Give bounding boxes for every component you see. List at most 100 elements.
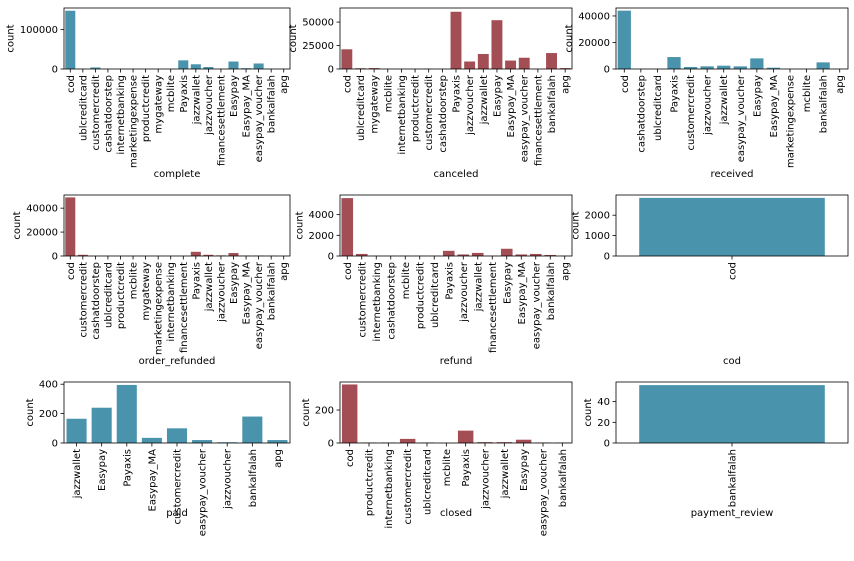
x-tick-label: apg [279,262,290,281]
x-tick-label: cashatdoorstep [636,75,647,153]
y-tick-label: 40 [597,397,610,408]
x-tick-label: internetbanking [166,262,177,342]
bar [639,385,825,443]
bar [505,61,516,69]
x-tick-label: customercredit [403,449,414,525]
x-tick-label: Easypay_MA [517,262,528,325]
x-tick-label: apg [279,75,290,94]
x-tick-label: productcredit [141,75,152,142]
x-tick-label: marketingexpense [786,75,797,168]
y-axis-label: count [583,398,594,426]
bar [92,408,112,443]
x-tick-label: bankalfalah [546,262,557,320]
x-tick-label: productcredit [116,262,127,329]
bar [519,58,530,69]
x-tick-label: ublcreditcard [356,75,367,141]
axes-frame [64,8,290,69]
x-tick-label: Easypay_MA [147,449,158,512]
x-tick-label: cashatdoorstep [438,75,449,153]
x-axis-label: canceled [434,169,479,180]
x-tick-label: easypay_voucher [254,74,265,162]
x-tick-label: jazzvoucher [223,448,234,510]
x-tick-label: jazzwallet [191,75,202,125]
x-tick-label: jazzvoucher [216,261,227,323]
x-tick-label: jazzwallet [473,262,484,312]
x-tick-label: Easypay [492,75,503,117]
x-tick-label: mcblite [129,262,140,299]
y-tick-label: 200 [39,409,58,420]
x-axis-label: order_refunded [139,356,216,367]
bar [67,419,87,443]
x-tick-label: marketingexpense [129,75,140,168]
x-tick-label: Easypay [229,262,240,304]
x-tick-label: marketingexpense [154,262,165,355]
x-tick-label: productcredit [411,75,422,142]
x-tick-label: cod [66,75,77,93]
y-tick-label: 20000 [26,228,58,239]
x-tick-label: jazzwallet [500,449,511,499]
x-tick-label: cod [345,449,356,467]
x-tick-label: cod [343,262,354,280]
bar [65,197,75,256]
y-tick-label: 100000 [20,25,58,36]
x-axis-label: paid [166,508,188,519]
bar [458,431,473,443]
y-tick-label: 1000 [585,231,610,242]
bar [516,440,531,443]
y-tick-label: 0 [604,252,610,263]
x-tick-label: financesettlement [488,262,499,353]
y-axis-label: count [25,398,36,426]
x-tick-label: Easypay [519,449,530,491]
bar [65,11,75,69]
bar [639,198,825,256]
x-tick-label: cod [620,75,631,93]
y-tick-label: 400 [39,380,58,391]
x-tick-label: mcblite [383,75,394,112]
y-tick-label: 0 [52,439,58,450]
bar [228,253,238,256]
bar [142,438,162,443]
x-tick-label: ublcreditcard [78,75,89,141]
bar [817,62,830,69]
x-tick-label: mcblite [401,262,412,299]
x-tick-label: jazzwallet [479,75,490,125]
x-tick-label: apg [560,262,571,281]
bar [178,60,188,69]
x-tick-label: Payaxis [191,262,202,300]
x-tick-label: Easypay_MA [506,75,517,138]
axes-frame [340,195,572,256]
bar [464,61,475,69]
x-tick-label: bankalfalah [267,262,278,320]
bar [254,63,264,69]
x-tick-label: bankalfalah [547,75,558,133]
y-tick-label: 4000 [309,210,334,221]
x-tick-label: ublcreditcard [103,262,114,328]
axes-frame [64,195,290,256]
x-tick-label: Payaxis [179,75,190,113]
x-axis-label: complete [154,169,201,180]
x-tick-label: internetbanking [384,449,395,529]
x-tick-label: easypay_voucher [539,448,550,536]
x-tick-label: jazzvoucher [465,74,476,136]
x-tick-label: apg [561,75,572,94]
bar [546,53,557,69]
y-axis-label: count [294,211,305,239]
bar [750,58,763,69]
y-axis-label: count [564,24,575,52]
x-tick-label: Easypay_MA [242,262,253,325]
x-tick-label: financesettlement [533,75,544,166]
x-tick-label: cashatdoorstep [91,262,102,340]
x-tick-label: Payaxis [670,75,681,113]
y-tick-label: 0 [52,65,58,76]
x-tick-label: bankalfalah [248,449,259,507]
x-tick-label: Easypay [502,262,513,304]
bar [191,64,201,69]
x-tick-label: cashatdoorstep [103,75,114,153]
bar [267,440,287,443]
x-tick-label: cashatdoorstep [386,262,397,340]
x-tick-label: jazzvoucher [204,74,215,136]
x-axis-label: closed [440,508,472,519]
x-tick-label: mygateway [141,262,152,321]
y-tick-label: 40000 [578,11,610,22]
y-tick-label: 20000 [578,38,610,49]
